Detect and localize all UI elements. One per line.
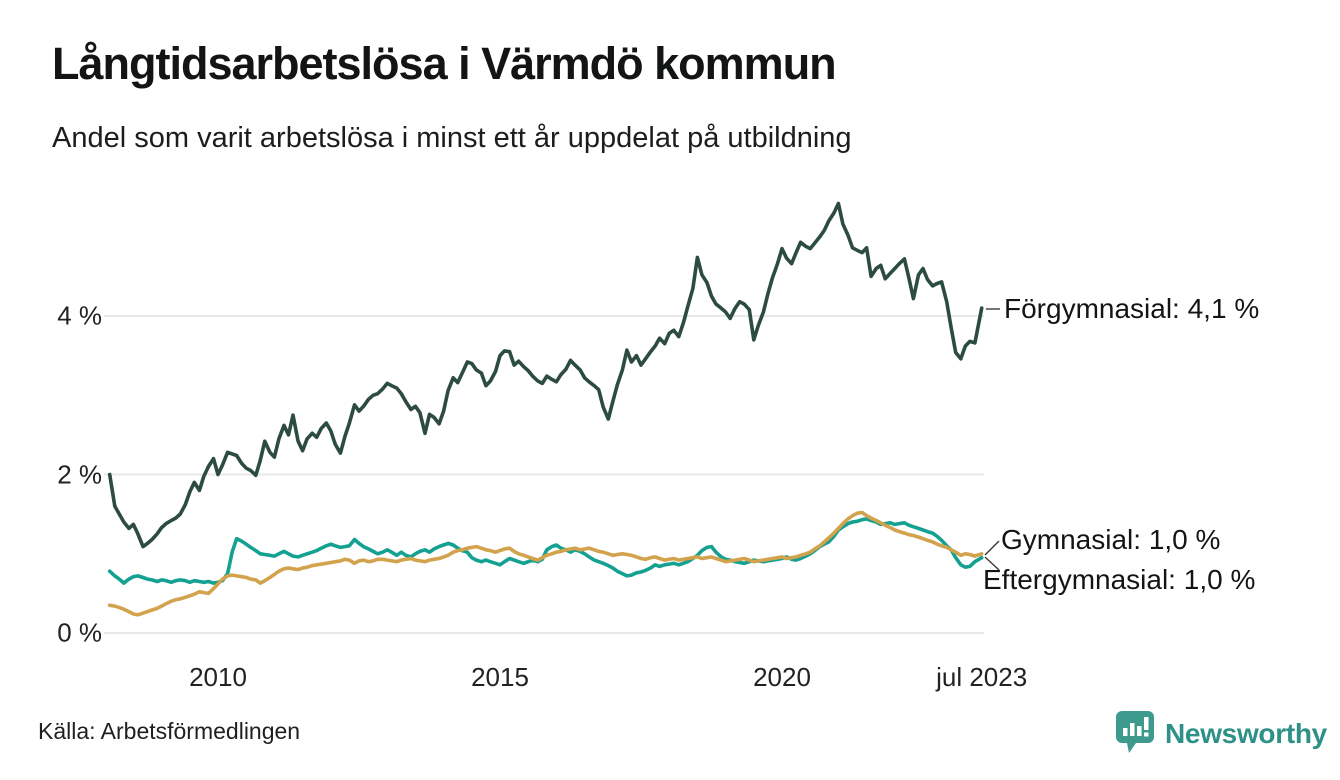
series-line-förgymnasial bbox=[107, 201, 984, 549]
label-connectors bbox=[984, 308, 1000, 571]
connector-gymnasial bbox=[984, 540, 1000, 556]
gridlines bbox=[104, 315, 984, 634]
newsworthy-logo: Newsworthy bbox=[1115, 710, 1327, 756]
x-tick-label: 2010 bbox=[189, 662, 247, 692]
newsworthy-wordmark: Newsworthy bbox=[1165, 718, 1327, 749]
series-end-label-forgymnasial: Förgymnasial: 4,1 % bbox=[1004, 293, 1260, 324]
x-tick-label: jul 2023 bbox=[936, 662, 1028, 692]
series-end-label-gymnasial: Gymnasial: 1,0 % bbox=[1001, 524, 1221, 555]
connector-eftergymnasial bbox=[984, 556, 1000, 571]
y-tick-label: 0 % bbox=[57, 617, 102, 648]
x-tick-label: 2020 bbox=[753, 662, 811, 692]
series-end-label-eftergymnasial: Eftergymnasial: 1,0 % bbox=[983, 564, 1256, 595]
y-tick-label: 2 % bbox=[57, 459, 102, 489]
y-tick-label: 4 % bbox=[57, 300, 102, 331]
x-tick-label: 2015 bbox=[471, 662, 529, 692]
page-title: Långtidsarbetslösa i Värmdö kommun bbox=[52, 38, 837, 89]
source-note: Källa: Arbetsförmedlingen bbox=[38, 718, 301, 744]
series-line-eftergymnasial bbox=[107, 510, 984, 617]
series-lines bbox=[107, 201, 984, 617]
page-subtitle: Andel som varit arbetslösa i minst ett å… bbox=[52, 122, 852, 154]
newsworthy-bar-chart-bubble-icon bbox=[1116, 711, 1154, 753]
series-line-gymnasial bbox=[107, 517, 984, 585]
